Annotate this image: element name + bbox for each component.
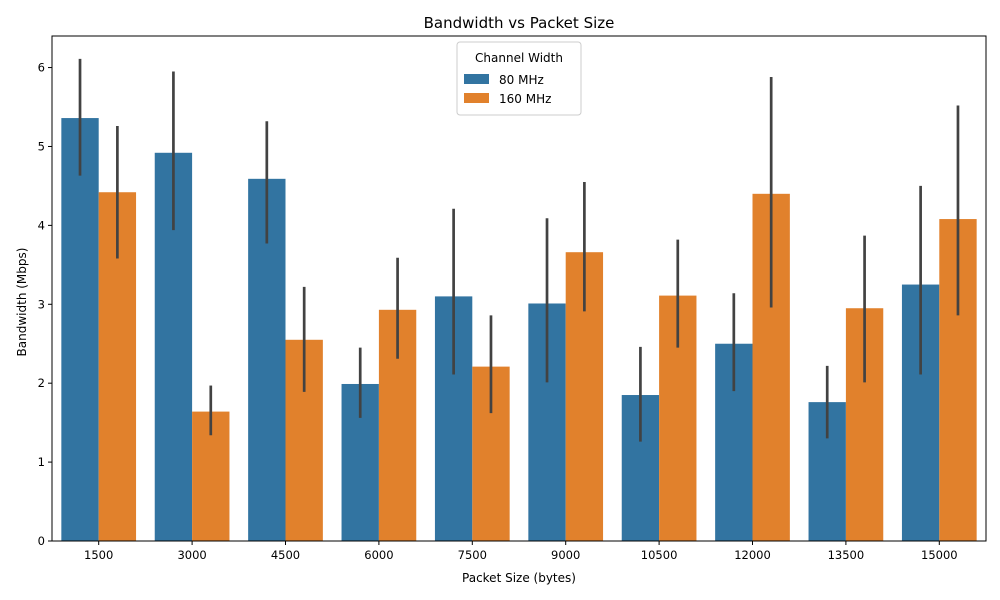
legend-swatch-80mhz [464, 74, 489, 84]
y-tick-label: 0 [38, 534, 45, 548]
y-tick-label: 2 [38, 376, 45, 390]
x-tick-label: 4500 [271, 548, 300, 562]
legend-title: Channel Width [475, 51, 563, 65]
plot-frame [51, 35, 987, 542]
y-tick-label: 6 [38, 61, 45, 75]
legend: Channel Width 80 MHz 160 MHz [456, 41, 582, 116]
x-tick-label: 10500 [641, 548, 678, 562]
x-tick-label: 13500 [828, 548, 865, 562]
y-tick-label: 4 [38, 218, 45, 232]
x-tick-label: 1500 [84, 548, 113, 562]
x-axis-label: Packet Size (bytes) [462, 571, 576, 585]
x-tick-label: 3000 [177, 548, 206, 562]
x-tick-label: 9000 [551, 548, 580, 562]
y-axis: 0 1 2 3 4 5 6 [38, 61, 52, 548]
x-tick-label: 12000 [734, 548, 771, 562]
x-tick-label: 7500 [458, 548, 487, 562]
x-axis: 1500 3000 4500 6000 7500 9000 10500 12000 13500 1… [84, 541, 958, 562]
legend-label-160mhz: 160 MHz [499, 92, 551, 106]
y-axis-label: Bandwidth (Mbps) [15, 248, 29, 357]
y-tick-label: 5 [38, 139, 45, 153]
chart-title: Bandwidth vs Packet Size [424, 14, 615, 32]
x-tick-label: 15000 [921, 548, 958, 562]
bar-80mhz-1500 [61, 118, 99, 541]
y-tick-label: 1 [38, 455, 45, 469]
legend-swatch-160mhz [464, 93, 489, 103]
x-tick-label: 6000 [364, 548, 393, 562]
plot-area [51, 35, 987, 542]
y-tick-label: 3 [38, 297, 45, 311]
legend-label-80mhz: 80 MHz [499, 73, 544, 87]
